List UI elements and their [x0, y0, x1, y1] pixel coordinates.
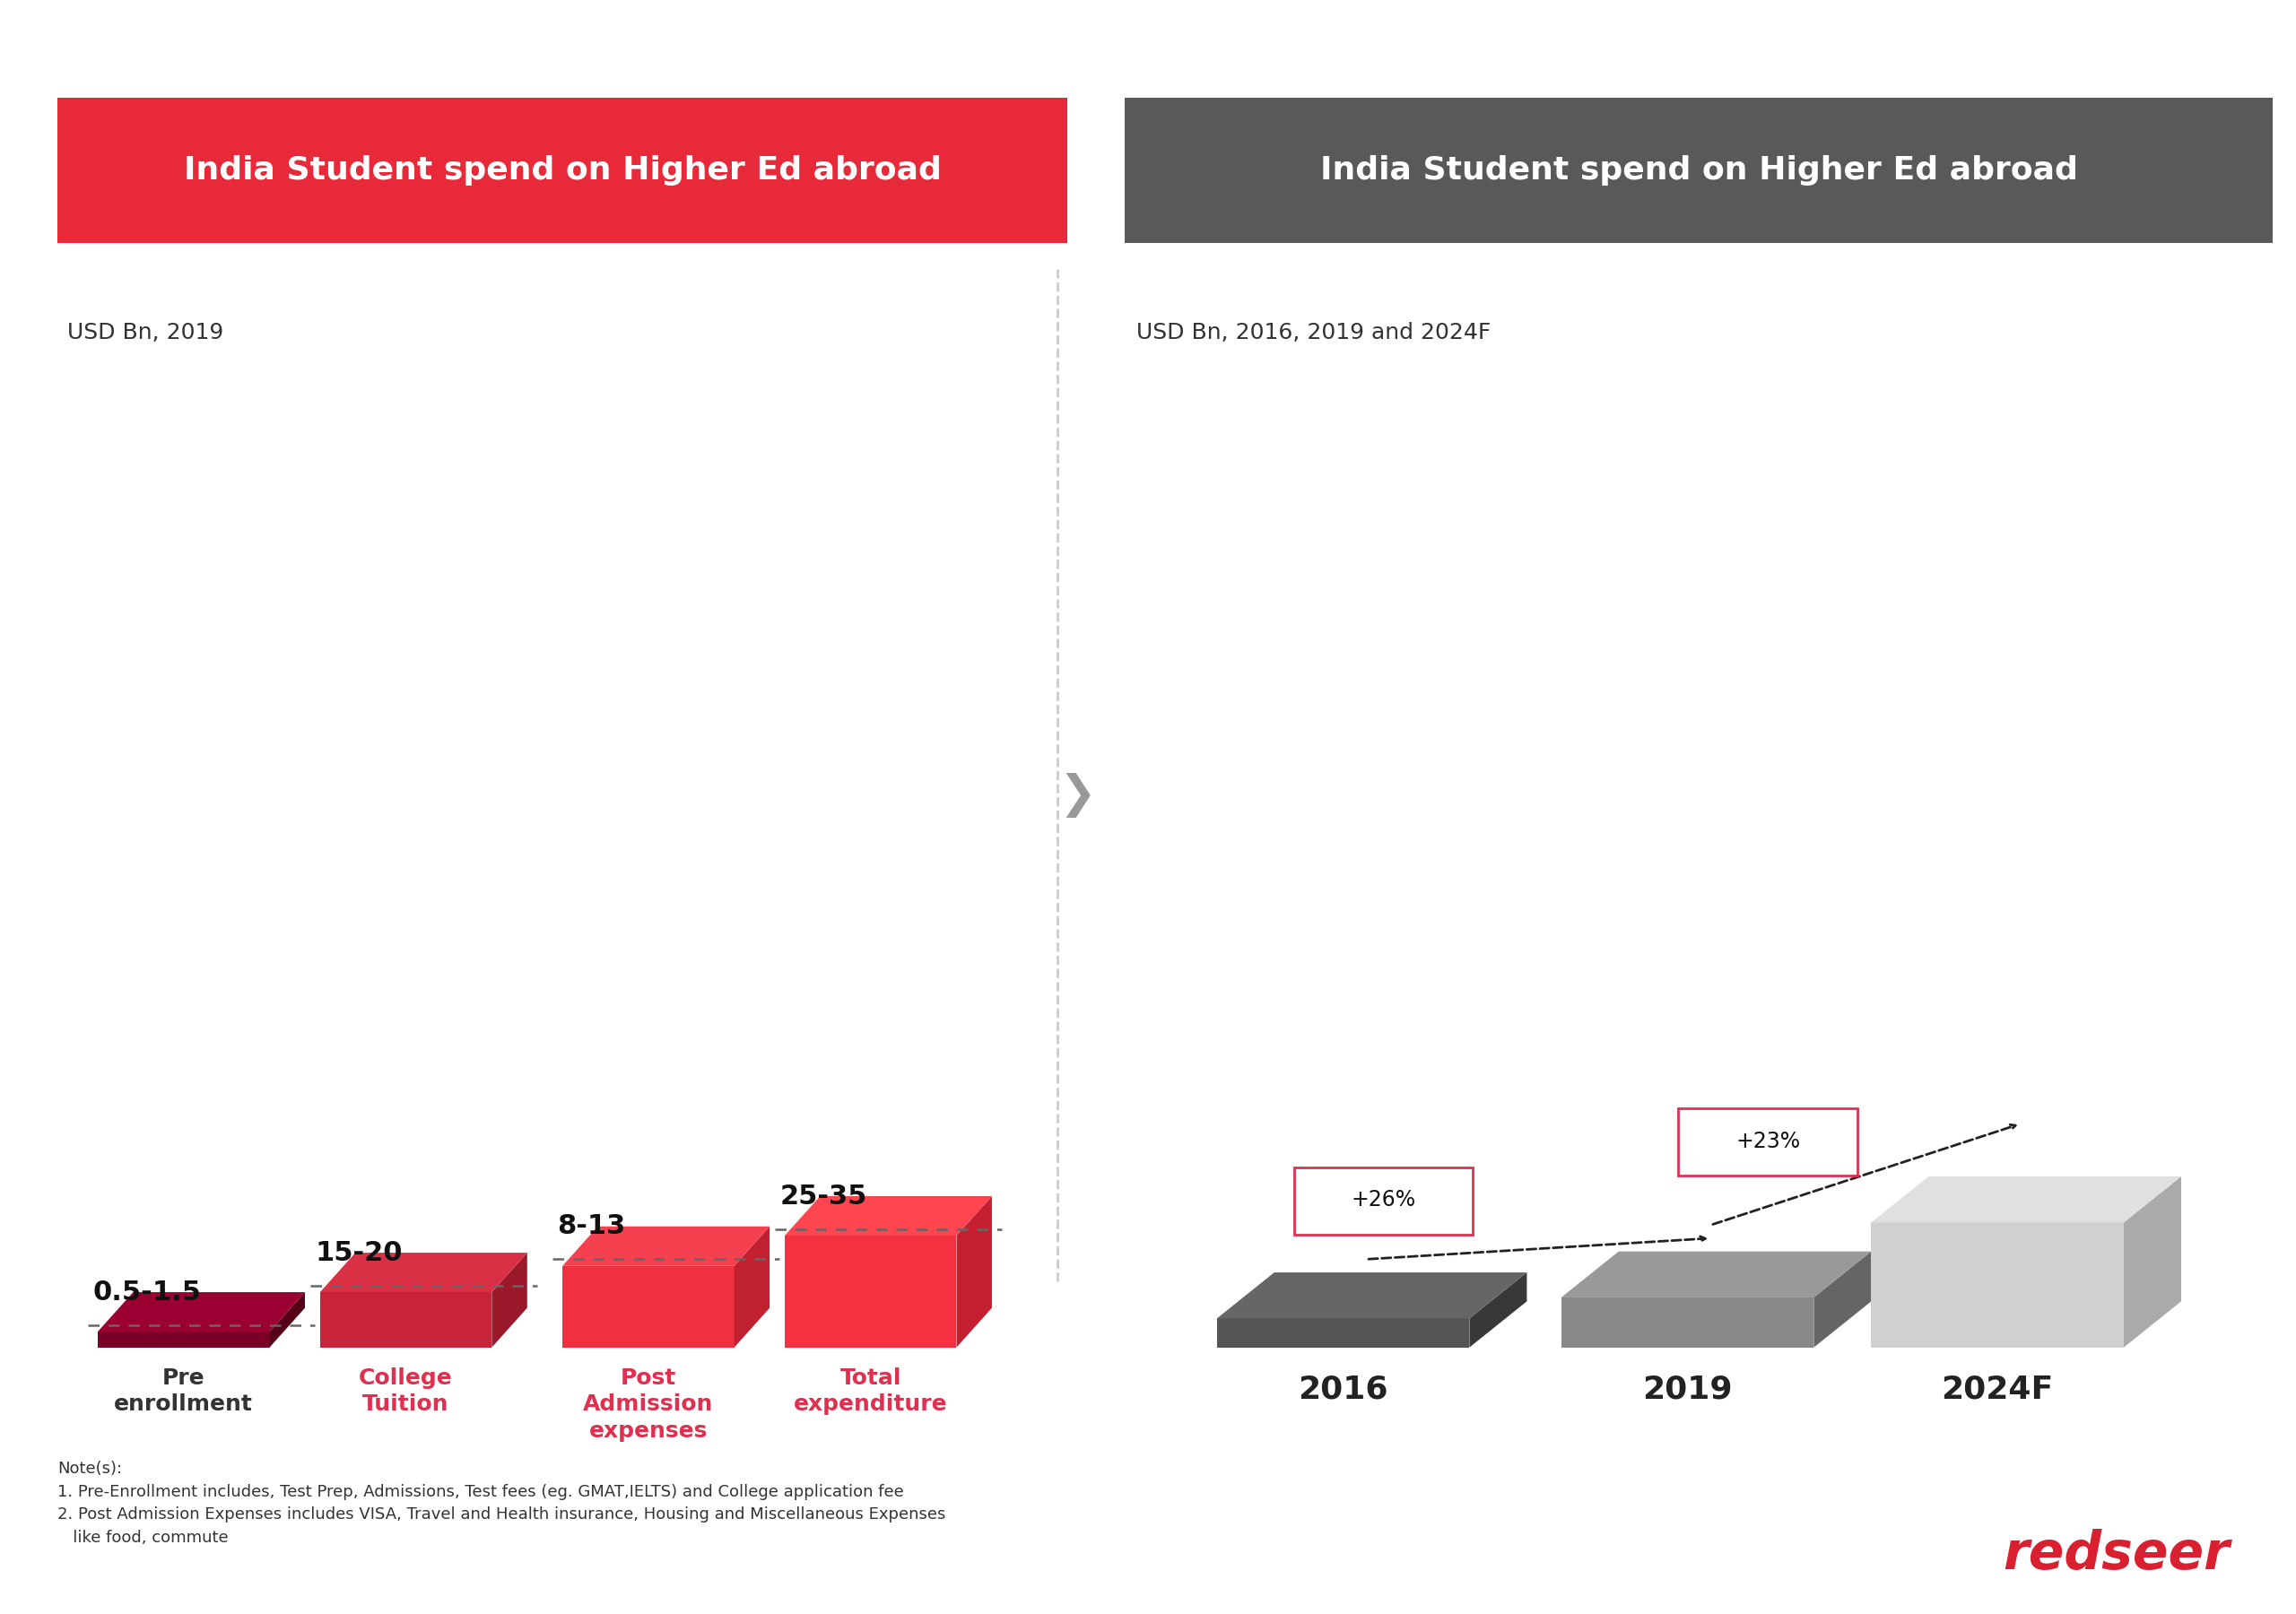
Text: +26%: +26% — [1350, 1190, 1417, 1210]
Text: USD Bn, 2016, 2019 and 2024F: USD Bn, 2016, 2019 and 2024F — [1137, 321, 1490, 344]
Polygon shape — [1217, 1319, 1469, 1348]
Text: Pre
enrollment: Pre enrollment — [115, 1367, 253, 1415]
Text: Note(s):
1. Pre-Enrollment includes, Test Prep, Admissions, Test fees (eg. GMAT,: Note(s): 1. Pre-Enrollment includes, Tes… — [57, 1461, 946, 1546]
Polygon shape — [1217, 1272, 1527, 1319]
Text: India Student spend on Higher Ed abroad: India Student spend on Higher Ed abroad — [184, 155, 941, 186]
Text: 8-13: 8-13 — [558, 1214, 627, 1240]
Polygon shape — [1871, 1177, 2181, 1222]
Polygon shape — [785, 1196, 992, 1236]
Text: ❯: ❯ — [1058, 773, 1097, 817]
Text: +23%: +23% — [1736, 1131, 1800, 1152]
Polygon shape — [2124, 1177, 2181, 1348]
Text: College
Tuition: College Tuition — [358, 1367, 452, 1415]
Text: USD Bn, 2019: USD Bn, 2019 — [67, 321, 223, 344]
Polygon shape — [319, 1252, 528, 1293]
Polygon shape — [563, 1265, 735, 1348]
FancyBboxPatch shape — [1678, 1109, 1857, 1175]
Text: Total
expenditure: Total expenditure — [794, 1367, 948, 1415]
Text: 2019: 2019 — [1642, 1374, 1733, 1404]
Polygon shape — [1814, 1251, 1871, 1348]
Polygon shape — [1871, 1222, 2124, 1348]
Polygon shape — [1561, 1298, 1814, 1348]
Polygon shape — [1469, 1272, 1527, 1348]
Text: Post
Admission
expenses: Post Admission expenses — [583, 1367, 714, 1441]
Polygon shape — [99, 1332, 269, 1348]
Polygon shape — [735, 1227, 769, 1348]
FancyBboxPatch shape — [57, 98, 1068, 242]
FancyBboxPatch shape — [1295, 1167, 1474, 1235]
Polygon shape — [1561, 1251, 1871, 1298]
Polygon shape — [785, 1236, 957, 1348]
Polygon shape — [957, 1196, 992, 1348]
Text: redseer: redseer — [2002, 1528, 2229, 1580]
Polygon shape — [319, 1293, 491, 1348]
Text: 2024F: 2024F — [1942, 1374, 2053, 1404]
Text: 0.5-1.5: 0.5-1.5 — [92, 1280, 202, 1306]
Text: 15-20: 15-20 — [315, 1240, 402, 1265]
Text: India Student spend on Higher Ed abroad: India Student spend on Higher Ed abroad — [1320, 155, 2078, 186]
Text: 2016: 2016 — [1297, 1374, 1389, 1404]
FancyBboxPatch shape — [1125, 98, 2273, 242]
Polygon shape — [563, 1227, 769, 1265]
Polygon shape — [491, 1252, 528, 1348]
Text: 25-35: 25-35 — [781, 1183, 868, 1209]
Polygon shape — [269, 1293, 305, 1348]
Polygon shape — [99, 1293, 305, 1332]
